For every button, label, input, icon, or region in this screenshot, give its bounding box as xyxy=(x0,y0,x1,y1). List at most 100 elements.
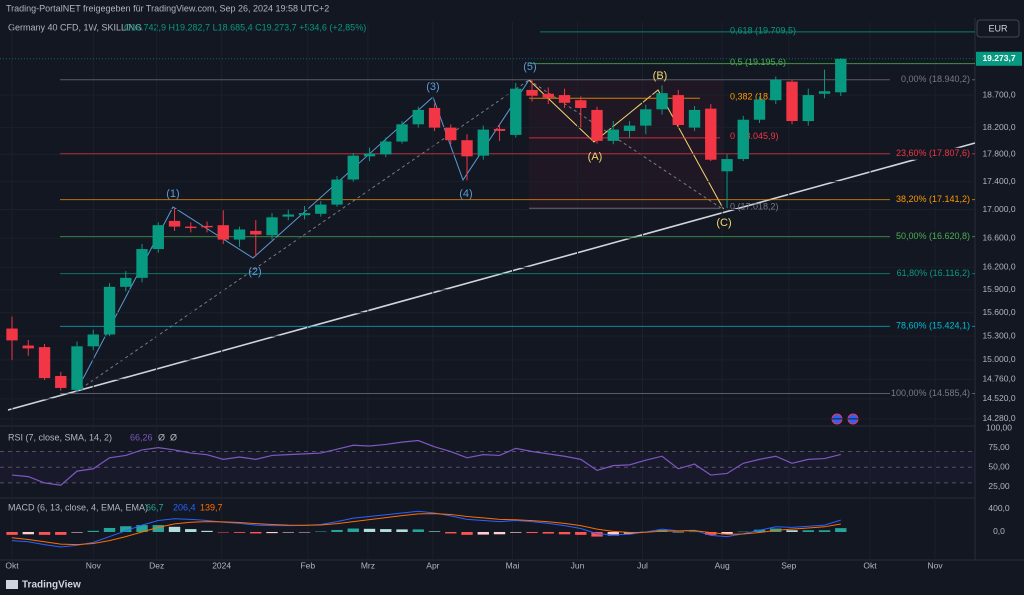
candle-body xyxy=(445,127,457,141)
rsi-extra: Ø xyxy=(158,432,165,442)
candle-body xyxy=(510,88,522,135)
macd-histogram-bar xyxy=(363,528,376,532)
candle-body xyxy=(233,229,246,240)
macd-histogram-bar xyxy=(477,531,489,535)
macd-histogram-bar xyxy=(152,525,164,532)
macd-histogram-bar xyxy=(55,531,67,535)
macd-histogram-bar xyxy=(120,526,132,532)
y-tick-label: 15.900,0 xyxy=(982,284,1015,294)
candle-body xyxy=(493,128,506,131)
rsi-tick-label: 50,00 xyxy=(988,461,1010,471)
candle-body xyxy=(103,286,116,335)
candle-body xyxy=(331,179,343,205)
y-tick-label: 16.600,0 xyxy=(982,232,1015,242)
brand: TradingView xyxy=(22,580,81,591)
candle-body xyxy=(412,109,424,125)
trend-line xyxy=(7,142,976,411)
macd-histogram-bar xyxy=(315,531,327,533)
candle-body xyxy=(38,347,51,379)
rsi-tick-label: 100,00 xyxy=(986,422,1012,432)
fib-extension-label: 0,382 (18.6 xyxy=(730,92,776,102)
candle-body xyxy=(705,108,717,160)
macd-histogram-bar xyxy=(526,531,538,534)
fib-label-bg xyxy=(890,147,972,160)
fib-label-bg xyxy=(890,267,972,280)
macd-histogram-bar xyxy=(753,529,766,532)
x-tick-label: Jun xyxy=(571,560,585,570)
candle-body xyxy=(542,93,554,98)
ohlc-text: O18.742,9 H19.282,7 L18.685,4 C19.273,7 … xyxy=(124,22,366,32)
macd-histogram-bar xyxy=(396,529,408,532)
fib-extension-label: 0,5 (19.195,6) xyxy=(730,57,786,67)
fib-label-bg xyxy=(890,193,972,206)
macd-line xyxy=(11,510,841,548)
y-tick-label: 17.000,0 xyxy=(982,204,1015,214)
macd-value: 139,7 xyxy=(200,502,223,512)
macd-line xyxy=(11,513,841,546)
candle-body xyxy=(428,107,441,128)
x-tick-label: Mrz xyxy=(361,560,375,570)
candle-body xyxy=(71,346,83,390)
macd-histogram-bar xyxy=(542,531,554,534)
candle-body xyxy=(152,225,164,250)
macd-histogram-bar xyxy=(103,527,116,532)
candle-body xyxy=(688,109,701,128)
currency-button[interactable] xyxy=(976,19,1020,38)
macd-histogram-bar xyxy=(493,531,506,535)
y-tick-label: 14.280,0 xyxy=(982,413,1015,423)
macd-histogram-bar xyxy=(461,531,473,535)
macd-histogram-bar xyxy=(721,531,733,535)
candle-body xyxy=(6,328,18,341)
candle-body xyxy=(217,225,229,240)
macd-histogram-bar xyxy=(298,531,311,533)
abc-wave xyxy=(528,79,725,211)
y-tick-label: 15.000,0 xyxy=(982,354,1015,364)
x-tick-label: Nov xyxy=(86,560,102,570)
candle-body xyxy=(120,277,132,287)
candle-body xyxy=(477,129,489,156)
x-tick-label: 2024 xyxy=(212,560,231,570)
macd-histogram-bar xyxy=(233,531,246,533)
macd-histogram-bar xyxy=(705,531,717,535)
candle-body xyxy=(380,141,392,155)
wave-label: (2) xyxy=(248,266,261,278)
fib-extension-label: 0 (18.045,9) xyxy=(730,131,779,141)
candle-body xyxy=(656,93,668,110)
y-tick-label: 15.600,0 xyxy=(982,307,1015,317)
macd-histogram-bar xyxy=(591,531,603,537)
fib-label: 50,00% (16.620,8) xyxy=(896,231,970,241)
candle-body xyxy=(607,129,619,141)
macd-histogram-bar xyxy=(185,529,197,532)
currency-label[interactable]: EUR xyxy=(988,23,1008,33)
x-tick-label: Feb xyxy=(300,560,315,570)
macd-histogram-bar xyxy=(672,531,684,533)
rsi-value: 66,26 xyxy=(130,432,153,442)
candle-body xyxy=(672,95,684,125)
candle-body xyxy=(591,109,603,141)
y-tick-label: 15.300,0 xyxy=(982,330,1015,340)
candle-body xyxy=(461,140,473,157)
candle-body xyxy=(753,99,766,120)
x-tick-label: Apr xyxy=(426,560,439,570)
candle-body xyxy=(55,375,67,388)
candle-body xyxy=(347,155,359,180)
macd-histogram-bar xyxy=(331,529,343,532)
macd-histogram-bar xyxy=(688,531,701,533)
macd-histogram-bar xyxy=(412,529,424,532)
macd-histogram-bar xyxy=(558,531,571,535)
candle-body xyxy=(22,345,34,349)
candle-body xyxy=(623,125,636,131)
fib-label-bg xyxy=(890,230,972,243)
macd-histogram-bar xyxy=(380,529,392,532)
wave-label: (4) xyxy=(459,188,472,200)
fib-label-bg xyxy=(890,73,972,86)
fib-label: 61,80% (16.116,2) xyxy=(897,268,970,278)
macd-histogram-bar xyxy=(250,531,262,534)
candle-body xyxy=(737,119,749,160)
macd-histogram-bar xyxy=(575,531,587,535)
candle-body xyxy=(298,213,311,216)
macd-histogram-bar xyxy=(87,530,99,532)
candle-body xyxy=(168,220,181,227)
x-tick-label: Dez xyxy=(149,560,164,570)
candle-body xyxy=(786,81,798,122)
